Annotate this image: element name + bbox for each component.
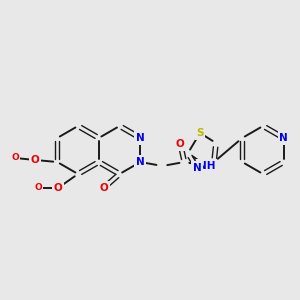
Text: O: O bbox=[99, 183, 108, 193]
Text: N: N bbox=[193, 163, 201, 173]
Text: S: S bbox=[196, 128, 204, 138]
Text: O: O bbox=[54, 183, 62, 193]
Text: O: O bbox=[34, 184, 42, 193]
Text: O: O bbox=[11, 154, 19, 163]
Text: O: O bbox=[176, 139, 185, 149]
Text: O: O bbox=[31, 155, 40, 165]
Text: N: N bbox=[136, 133, 145, 143]
Text: NH: NH bbox=[198, 161, 215, 171]
Text: N: N bbox=[136, 157, 145, 167]
Text: N: N bbox=[279, 133, 288, 143]
